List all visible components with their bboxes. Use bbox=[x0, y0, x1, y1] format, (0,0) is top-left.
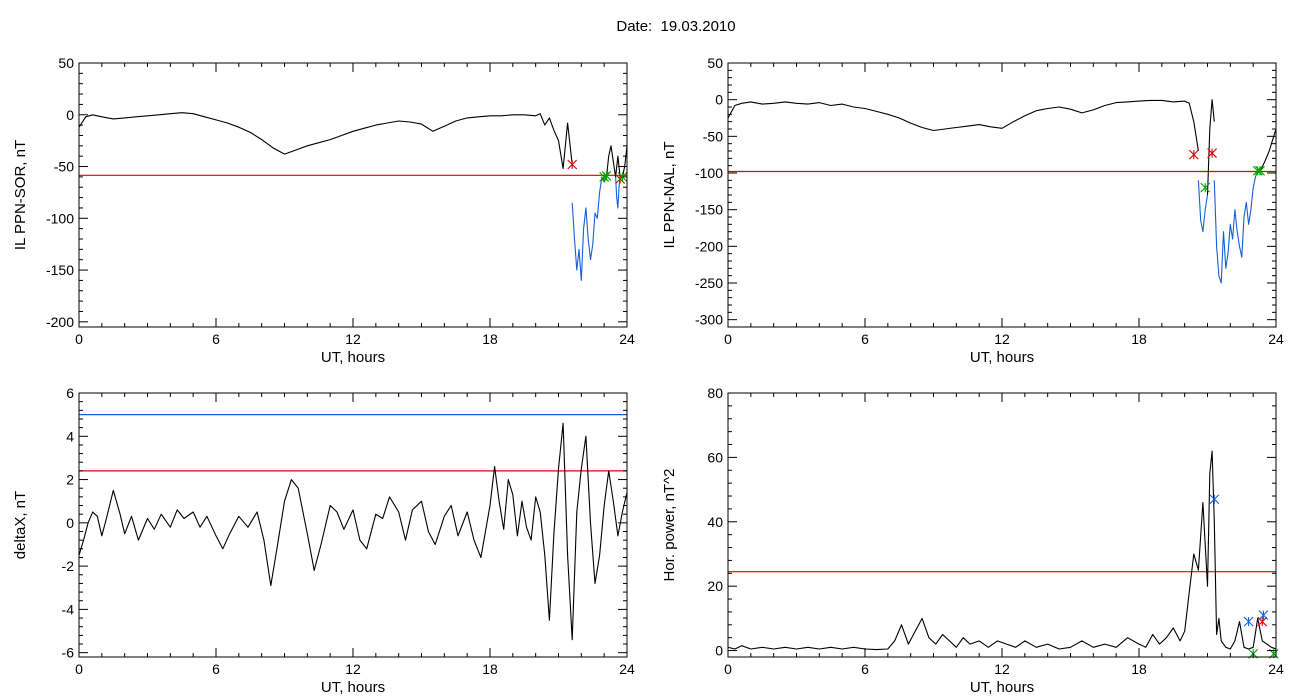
event-marker-5 bbox=[617, 171, 628, 182]
series-line-5 bbox=[1259, 128, 1276, 172]
event-marker-2 bbox=[1243, 616, 1254, 627]
event-marker-3 bbox=[1207, 148, 1217, 159]
x-tick-label: 18 bbox=[1131, 331, 1147, 347]
x-tick-label: 12 bbox=[994, 331, 1010, 347]
x-axis-label: UT, hours bbox=[321, 349, 385, 366]
x-tick-label: 6 bbox=[212, 661, 220, 677]
x-tick-label: 12 bbox=[994, 661, 1010, 677]
y-tick-label: -150 bbox=[46, 262, 74, 278]
plot-frame bbox=[78, 392, 628, 658]
x-tick-label: 18 bbox=[482, 331, 498, 347]
y-tick-label: -50 bbox=[703, 128, 723, 144]
x-tick-label: 12 bbox=[345, 661, 361, 677]
figure-title: Date: 19.03.2010 bbox=[616, 18, 736, 35]
event-marker-5 bbox=[1255, 165, 1265, 176]
chart-panel-4: 0 6 12 18 24 80 60 40 20 0 UT, hours Hor. power, nT… bbox=[661, 385, 1284, 696]
x-tick-label: 24 bbox=[1268, 331, 1284, 347]
y-axis-label: IL PPN-SOR, nT bbox=[12, 140, 29, 250]
series-line-2 bbox=[571, 176, 608, 281]
y-tick-label: 0 bbox=[715, 92, 723, 108]
y-tick-label: -200 bbox=[695, 238, 723, 254]
y-tick-label: 50 bbox=[58, 55, 74, 71]
x-tick-label: 6 bbox=[212, 331, 220, 347]
y-tick-label: -4 bbox=[62, 601, 75, 617]
y-tick-label: -200 bbox=[46, 314, 74, 330]
y-tick-label: 6 bbox=[66, 385, 74, 401]
series-line-2 bbox=[1197, 180, 1209, 233]
series-line-1 bbox=[79, 112, 573, 170]
x-tick-label: 12 bbox=[345, 331, 361, 347]
x-tick-label: 18 bbox=[1131, 661, 1147, 677]
y-tick-label: 0 bbox=[66, 515, 74, 531]
chart-panel-1: 0 6 12 18 24 50 0 -50 -100 -150 -200 UT, hours IL PP… bbox=[12, 55, 635, 366]
series-group bbox=[728, 450, 1276, 651]
y-tick-label: -50 bbox=[54, 159, 74, 175]
series-line-4 bbox=[1213, 170, 1260, 284]
series-line-3 bbox=[605, 145, 627, 178]
event-marker-2 bbox=[1200, 182, 1211, 193]
event-marker-4 bbox=[1258, 610, 1269, 621]
x-tick-label: 6 bbox=[861, 331, 869, 347]
y-tick-label: -100 bbox=[46, 210, 74, 226]
y-tick-label: 50 bbox=[707, 55, 723, 71]
event-marker-3 bbox=[601, 170, 612, 181]
y-tick-label: 4 bbox=[66, 428, 74, 444]
x-axis-label: UT, hours bbox=[970, 679, 1034, 696]
x-tick-label: 0 bbox=[724, 331, 732, 347]
y-tick-label: 20 bbox=[707, 578, 723, 594]
y-tick-label: 80 bbox=[707, 385, 723, 401]
series-group bbox=[79, 422, 627, 641]
x-tick-label: 6 bbox=[861, 661, 869, 677]
y-axis-label: deltaX, nT bbox=[12, 491, 29, 559]
chart-panel-3: 0 6 12 18 24 6 4 2 0 -2 -4 -6 UT, hours deltaX, nT bbox=[12, 385, 635, 696]
x-tick-label: 0 bbox=[75, 661, 83, 677]
series-group bbox=[79, 112, 627, 281]
y-tick-label: -150 bbox=[695, 202, 723, 218]
series-group bbox=[728, 99, 1276, 284]
x-tick-label: 24 bbox=[619, 331, 635, 347]
x-tick-label: 24 bbox=[1268, 661, 1284, 677]
series-line-4 bbox=[615, 176, 621, 209]
event-marker-1 bbox=[1209, 494, 1220, 505]
y-axis-label: IL PPN-NAL, nT bbox=[661, 142, 678, 249]
event-marker-3 bbox=[1257, 616, 1268, 627]
series-line-1 bbox=[79, 422, 627, 641]
y-tick-label: 40 bbox=[707, 514, 723, 530]
y-tick-label: -250 bbox=[695, 275, 723, 291]
y-axis-label: Hor. power, nT^2 bbox=[661, 469, 678, 582]
event-marker-1 bbox=[567, 159, 578, 170]
series-line-3 bbox=[1206, 99, 1215, 196]
y-tick-label: 60 bbox=[707, 449, 723, 465]
y-tick-label: -300 bbox=[695, 312, 723, 328]
x-axis-label: UT, hours bbox=[970, 349, 1034, 366]
y-tick-label: -6 bbox=[62, 645, 75, 661]
x-tick-label: 0 bbox=[75, 331, 83, 347]
plot-frame bbox=[727, 62, 1277, 328]
event-marker-1 bbox=[1188, 149, 1199, 160]
x-axis-label: UT, hours bbox=[321, 679, 385, 696]
chart-panel-2: 0 6 12 18 24 50 0 -50 -100 -150 -200 -250 -300 UT, ho… bbox=[661, 55, 1284, 366]
plot-frame bbox=[78, 62, 628, 328]
x-tick-label: 24 bbox=[619, 661, 635, 677]
y-tick-label: 0 bbox=[715, 643, 723, 659]
y-tick-label: -100 bbox=[695, 165, 723, 181]
series-line-1 bbox=[728, 99, 1199, 152]
plot-frame bbox=[727, 392, 1277, 658]
x-tick-label: 18 bbox=[482, 661, 498, 677]
series-line-1 bbox=[728, 450, 1276, 651]
y-tick-label: 0 bbox=[66, 107, 74, 123]
x-tick-label: 0 bbox=[724, 661, 732, 677]
y-tick-label: 2 bbox=[66, 472, 74, 488]
y-tick-label: -2 bbox=[62, 558, 75, 574]
